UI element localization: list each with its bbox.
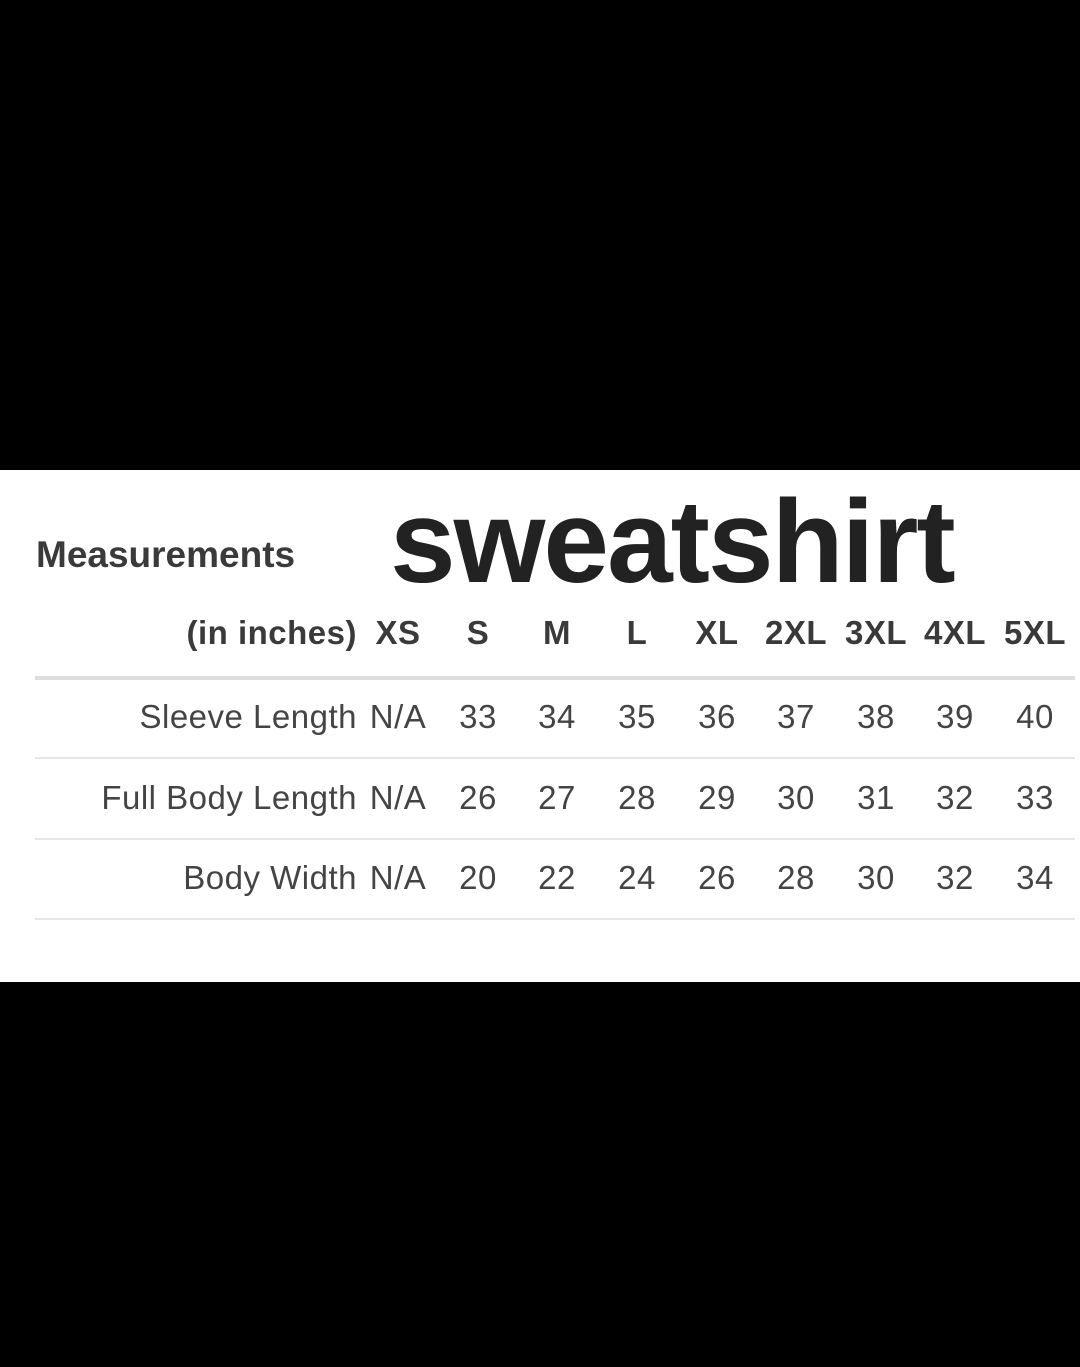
column-header: L — [626, 614, 648, 651]
unit-label: (in inches) — [186, 614, 357, 651]
row-divider — [35, 757, 1075, 759]
table-cell: 26 — [698, 859, 736, 896]
table-cell: N/A — [369, 698, 427, 735]
table-cell: 31 — [857, 778, 895, 816]
table-cell: N/A — [369, 778, 427, 816]
table-cell: 24 — [618, 859, 656, 896]
column-header: XS — [375, 614, 421, 651]
row-divider — [35, 837, 1075, 840]
size-chart-card: Measurements sweatshirt (in inches) XS S M L… — [0, 470, 1080, 982]
row-label: Full Body Length — [101, 778, 357, 816]
row-divider — [35, 918, 1075, 920]
column-header: 3XL — [844, 614, 908, 651]
table-row: Body Width N/A 20 22 24 26 28 30 32 34 — [0, 859, 1080, 899]
row-label: Body Width — [183, 859, 357, 896]
table-cell: 20 — [459, 859, 497, 896]
table-cell: 26 — [459, 778, 497, 816]
table-cell: N/A — [369, 859, 427, 896]
column-header: S — [466, 614, 490, 651]
table-cell: 37 — [777, 698, 815, 735]
table-cell: 30 — [777, 778, 815, 816]
table-cell: 33 — [1016, 778, 1054, 816]
table-cell: 35 — [618, 698, 656, 735]
product-title: sweatshirt — [390, 476, 956, 608]
table-cell: 29 — [698, 778, 736, 816]
table-cell: 28 — [618, 778, 656, 816]
table-cell: 36 — [698, 698, 736, 735]
table-cell: 32 — [936, 778, 974, 816]
table-cell: 38 — [857, 698, 895, 735]
table-cell: 22 — [538, 859, 576, 896]
table-header-row: (in inches) XS S M L XL 2XL 3XL 4XL 5XL — [0, 614, 1080, 654]
column-header: M — [543, 614, 571, 651]
table-cell: 39 — [936, 698, 974, 735]
table-cell: 28 — [777, 859, 815, 896]
row-label: Sleeve Length — [139, 698, 357, 735]
header-divider — [35, 676, 1075, 680]
table-cell: 27 — [538, 778, 576, 816]
table-cell: 32 — [936, 859, 974, 896]
column-header: 4XL — [923, 614, 987, 651]
measurements-heading: Measurements — [36, 534, 296, 575]
table-cell: 30 — [857, 859, 895, 896]
table-cell: 40 — [1016, 698, 1054, 735]
table-cell: 34 — [538, 698, 576, 735]
table-cell: 34 — [1016, 859, 1054, 896]
column-header: XL — [695, 614, 739, 651]
table-row: Sleeve Length N/A 33 34 35 36 37 38 39 40 — [0, 698, 1080, 738]
column-header: 5XL — [1003, 614, 1067, 651]
column-header: 2XL — [764, 614, 828, 651]
table-cell: 33 — [459, 698, 497, 735]
table-row: Full Body Length N/A 26 27 28 29 30 31 32 33 — [0, 779, 1080, 819]
